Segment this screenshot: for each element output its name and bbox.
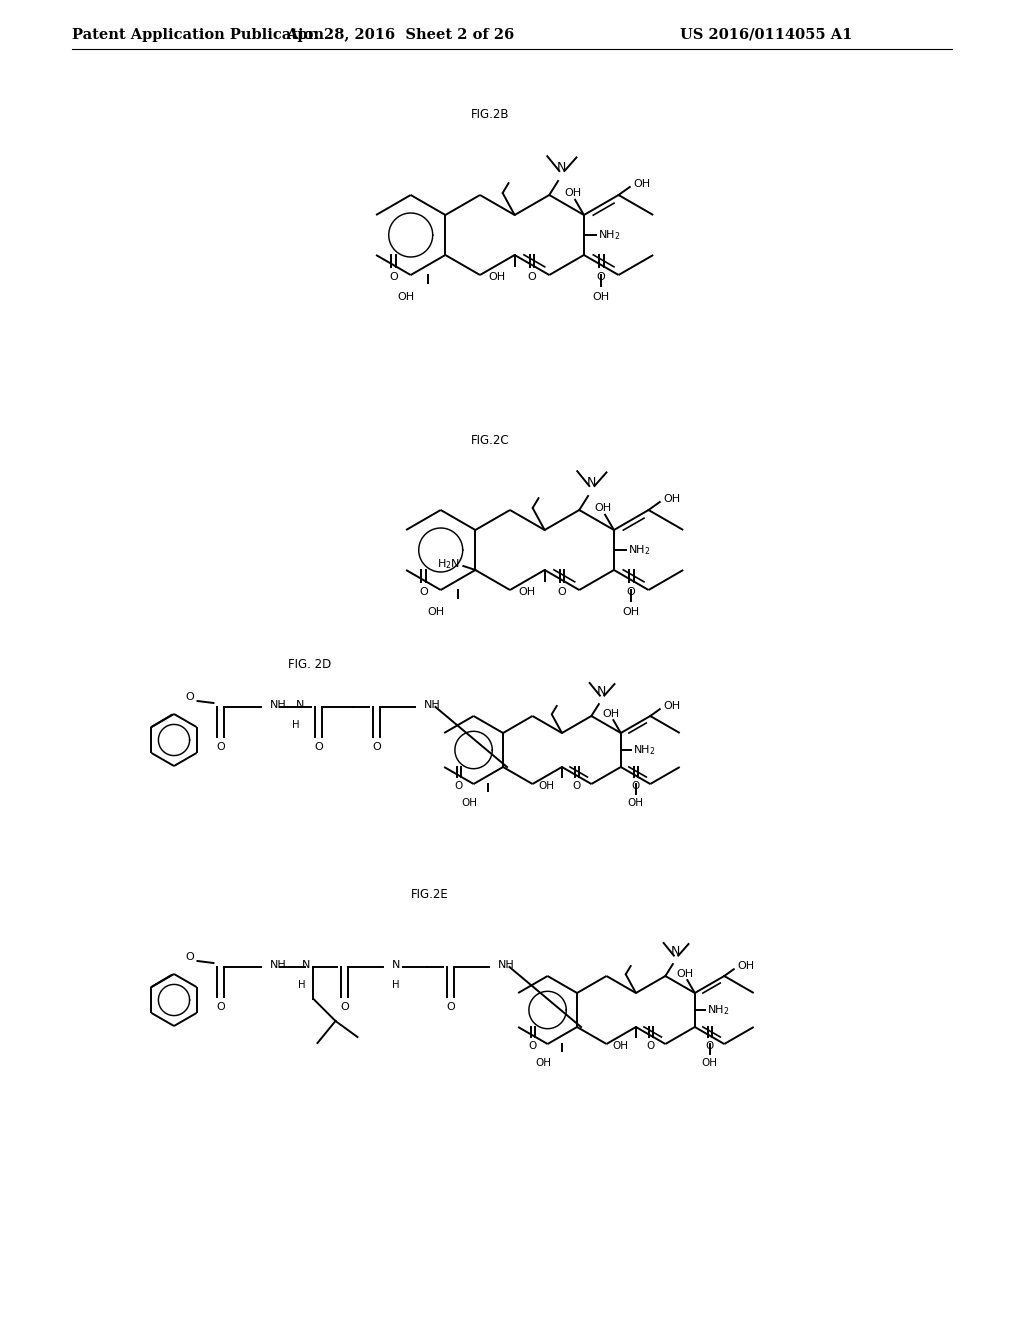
Text: N: N — [557, 161, 566, 174]
Text: O: O — [314, 742, 323, 752]
Text: OH: OH — [664, 701, 680, 711]
Text: O: O — [706, 1040, 714, 1051]
Text: NH$_2$: NH$_2$ — [633, 743, 655, 756]
Text: N: N — [301, 960, 310, 970]
Text: OH: OH — [701, 1057, 718, 1068]
Text: O: O — [389, 272, 397, 282]
Text: H: H — [298, 979, 305, 990]
Text: OH: OH — [603, 709, 620, 719]
Text: OH: OH — [518, 587, 536, 597]
Text: NH$_2$: NH$_2$ — [628, 543, 650, 557]
Text: OH: OH — [536, 1057, 552, 1068]
Text: O: O — [597, 272, 605, 282]
Text: OH: OH — [539, 780, 555, 791]
Text: NH: NH — [269, 960, 287, 970]
Text: OH: OH — [677, 969, 694, 979]
Text: OH: OH — [634, 178, 651, 189]
Text: N: N — [671, 945, 680, 958]
Text: OH: OH — [488, 272, 505, 282]
Text: O: O — [528, 1040, 537, 1051]
Text: H$_2$N: H$_2$N — [437, 557, 460, 570]
Text: O: O — [646, 1040, 654, 1051]
Text: NH: NH — [269, 700, 287, 710]
Text: NH$_2$: NH$_2$ — [707, 1003, 729, 1016]
Text: O: O — [419, 587, 428, 597]
Text: NH$_2$: NH$_2$ — [598, 228, 621, 242]
Text: NH: NH — [424, 700, 440, 710]
Text: O: O — [632, 780, 640, 791]
Text: FIG. 2D: FIG. 2D — [289, 659, 332, 672]
Text: OH: OH — [628, 797, 643, 808]
Text: O: O — [446, 1002, 455, 1012]
Text: FIG.2C: FIG.2C — [471, 433, 509, 446]
Text: NH: NH — [498, 960, 514, 970]
Text: O: O — [527, 272, 537, 282]
Text: N: N — [597, 685, 606, 698]
Text: O: O — [558, 587, 566, 597]
Text: N: N — [587, 477, 596, 490]
Text: O: O — [340, 1002, 349, 1012]
Text: OH: OH — [564, 187, 582, 198]
Text: OH: OH — [462, 797, 477, 808]
Text: FIG.2B: FIG.2B — [471, 108, 509, 121]
Text: OH: OH — [594, 503, 611, 513]
Text: N: N — [296, 700, 304, 710]
Text: OH: OH — [737, 961, 755, 972]
Text: O: O — [216, 742, 225, 752]
Text: O: O — [185, 692, 194, 702]
Text: Patent Application Publication: Patent Application Publication — [72, 28, 324, 42]
Text: O: O — [372, 742, 381, 752]
Text: OH: OH — [612, 1040, 629, 1051]
Text: N: N — [391, 960, 399, 970]
Text: US 2016/0114055 A1: US 2016/0114055 A1 — [680, 28, 852, 42]
Text: OH: OH — [664, 494, 681, 504]
Text: OH: OH — [427, 607, 444, 616]
Text: OH: OH — [623, 607, 640, 616]
Text: O: O — [455, 780, 463, 791]
Text: H: H — [392, 979, 399, 990]
Text: O: O — [572, 780, 581, 791]
Text: Apr. 28, 2016  Sheet 2 of 26: Apr. 28, 2016 Sheet 2 of 26 — [286, 28, 514, 42]
Text: O: O — [185, 952, 194, 962]
Text: H: H — [292, 719, 299, 730]
Text: FIG.2E: FIG.2E — [411, 888, 449, 902]
Text: OH: OH — [397, 292, 415, 302]
Text: O: O — [627, 587, 636, 597]
Text: O: O — [216, 1002, 225, 1012]
Text: OH: OH — [593, 292, 610, 302]
